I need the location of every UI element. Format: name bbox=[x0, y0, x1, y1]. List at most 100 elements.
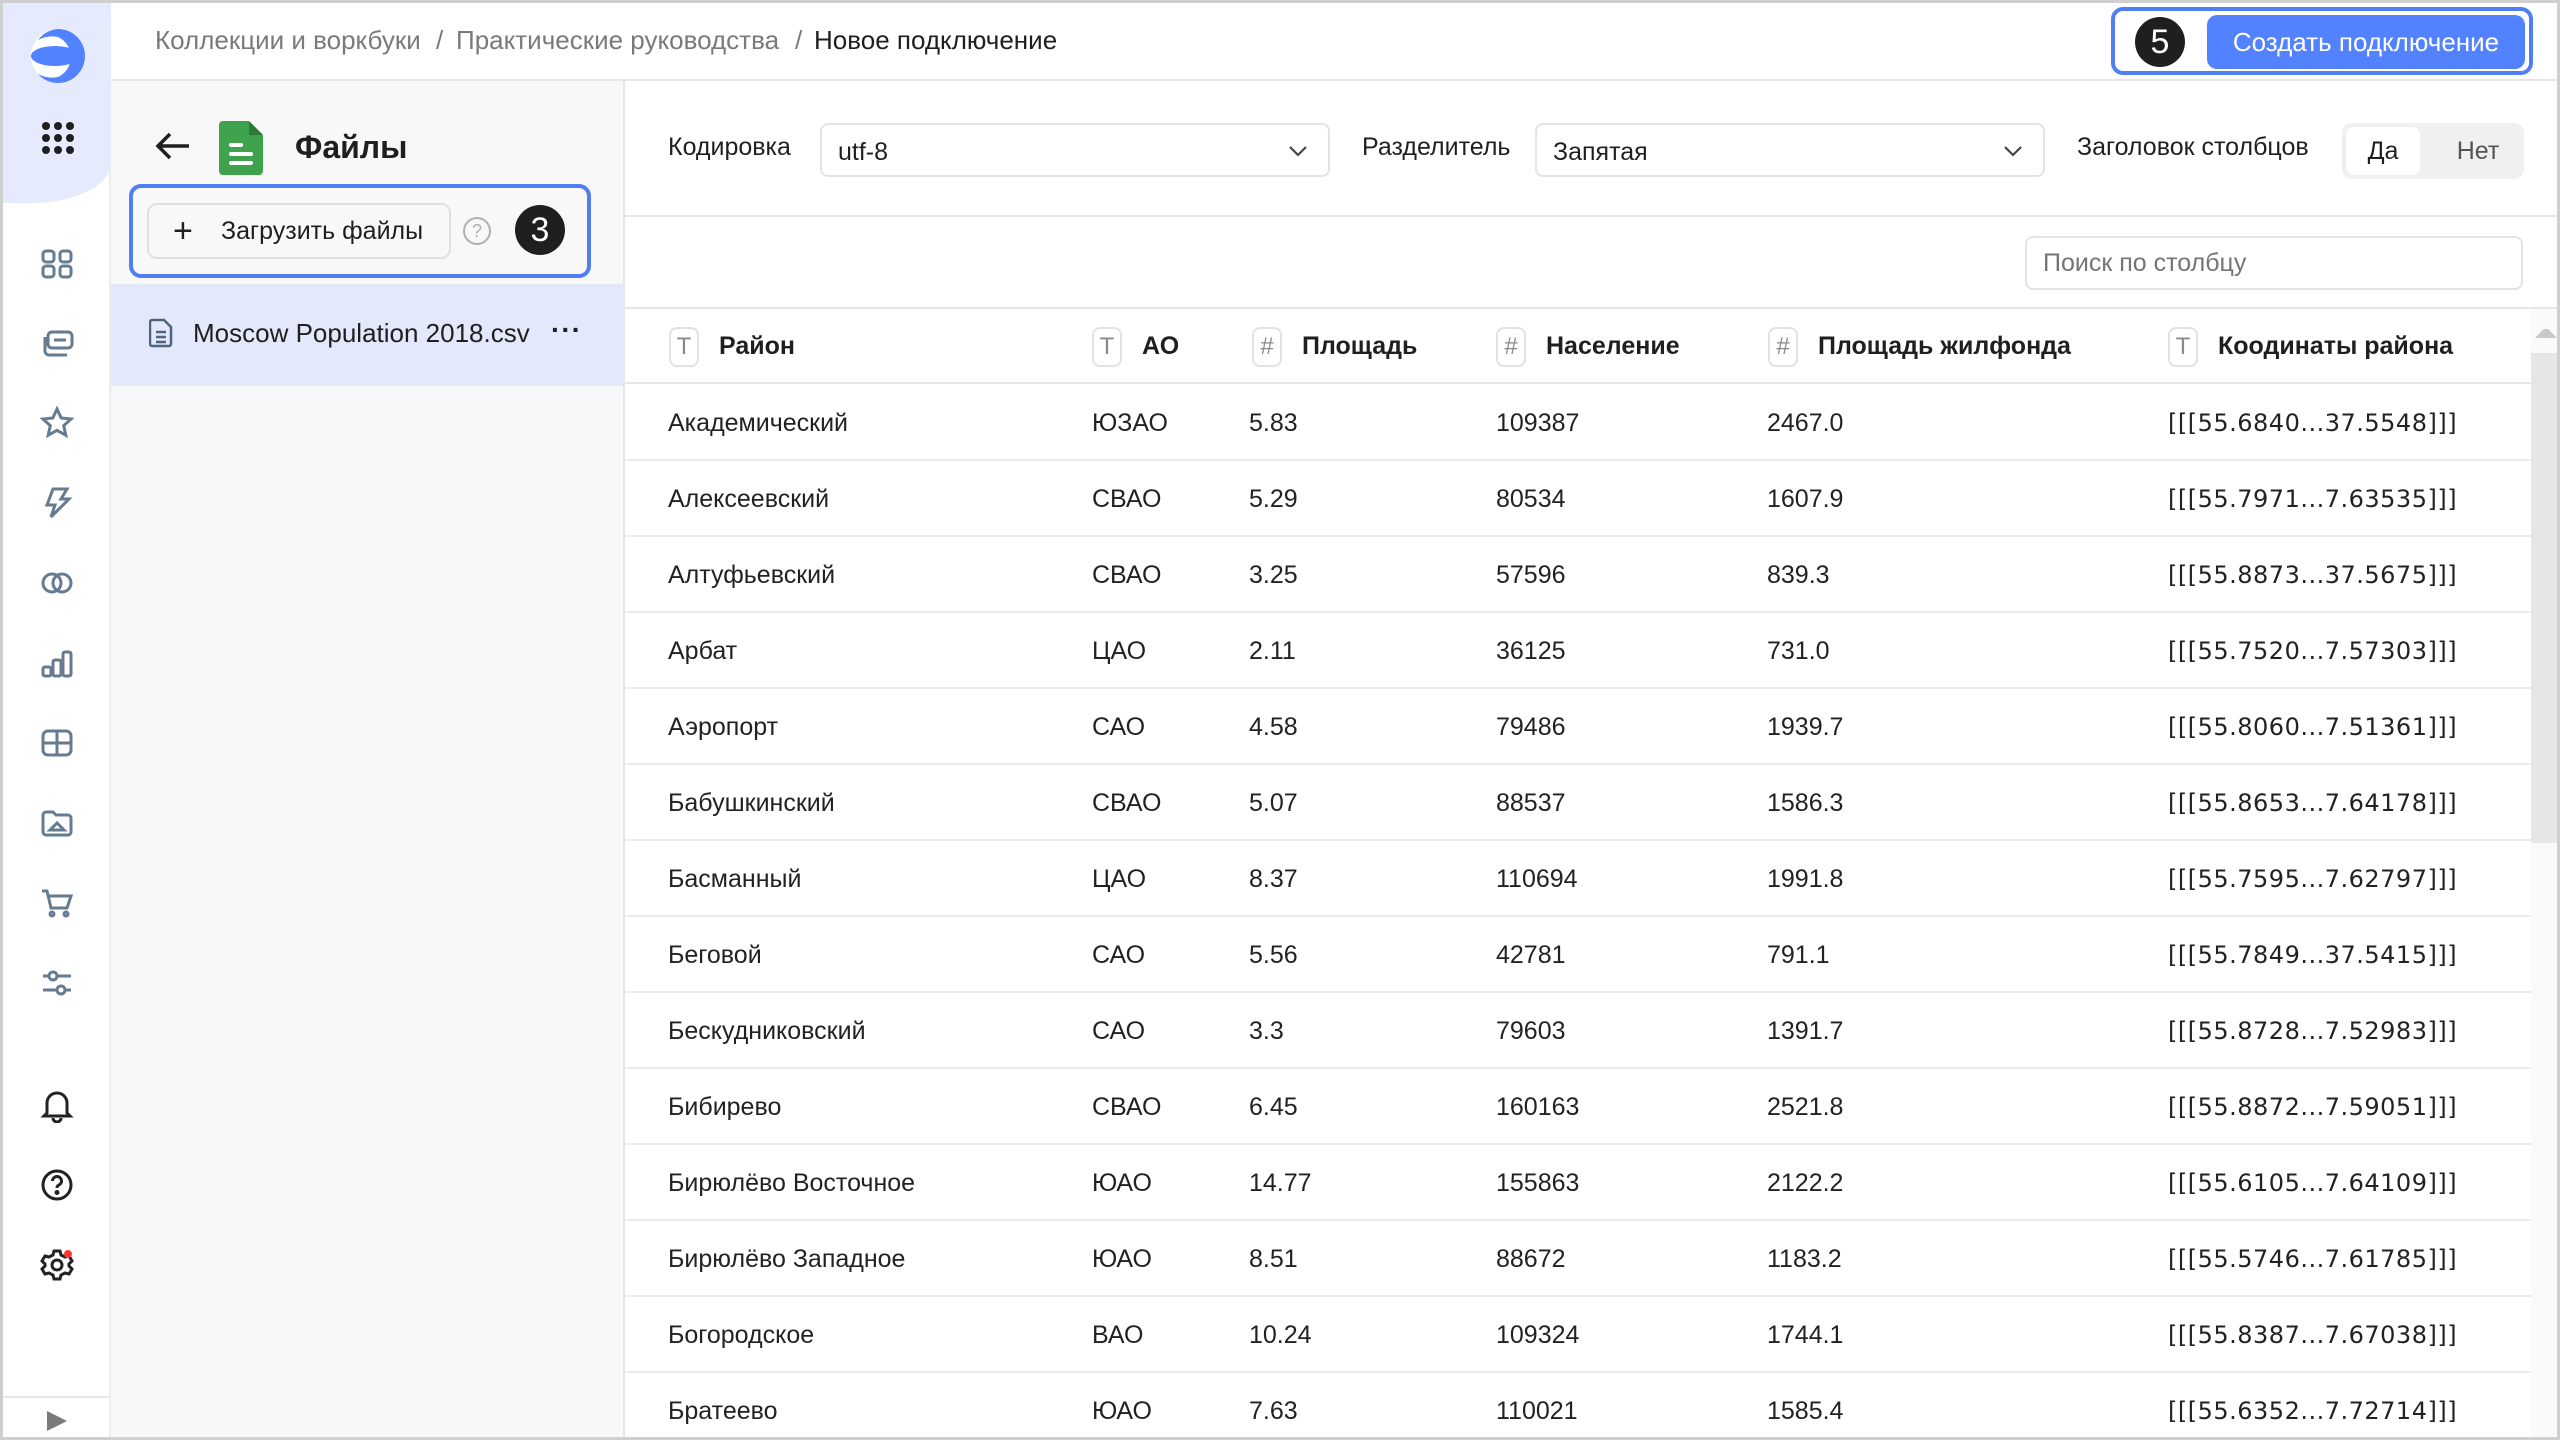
table-cell: 1991.8 bbox=[1767, 865, 1844, 893]
options-bar: Кодировка utf-8 Разделитель Запятая Заго… bbox=[625, 81, 2557, 217]
file-list-item[interactable]: Moscow Population 2018.csv ··· bbox=[111, 284, 623, 386]
table-row: Бибирево СВАО 6.45 160163 2521.8 [[[55.8872..… bbox=[625, 1069, 2531, 1145]
connections-icon[interactable] bbox=[33, 559, 81, 607]
table-cell: [[[55.8872...7.59051]]] bbox=[2168, 1093, 2458, 1121]
charts-icon[interactable] bbox=[33, 639, 81, 687]
column-header[interactable]: T Коодинаты района bbox=[2168, 309, 2453, 384]
text-type-icon[interactable]: T bbox=[1092, 326, 1122, 367]
toggle-no[interactable]: Нет bbox=[2456, 137, 2500, 165]
table-cell: 1183.2 bbox=[1767, 1245, 1842, 1273]
toggle-yes[interactable]: Да bbox=[2346, 127, 2420, 175]
more-options-icon[interactable]: ··· bbox=[551, 314, 582, 345]
expand-rail-icon[interactable] bbox=[47, 1411, 67, 1431]
table-row: Бабушкинский СВАО 5.07 88537 1586.3 [[[55.865… bbox=[625, 765, 2531, 841]
delimiter-value: Запятая bbox=[1553, 138, 1648, 166]
actions-icon[interactable] bbox=[33, 479, 81, 527]
table-header: T Район T АО # Площадь # Население # Площадь жилф… bbox=[625, 309, 2531, 384]
table-row: Басманный ЦАО 8.37 110694 1991.8 [[[55.7595..… bbox=[625, 841, 2531, 917]
upload-files-label: Загрузить файлы bbox=[221, 216, 424, 245]
table-cell: 2467.0 bbox=[1767, 409, 1844, 437]
column-header[interactable]: # Площадь жилфонда bbox=[1768, 309, 2071, 384]
panel-title: Файлы bbox=[295, 129, 408, 165]
delimiter-select[interactable]: Запятая bbox=[1535, 123, 2045, 177]
dashboards-icon[interactable] bbox=[33, 719, 81, 767]
table-cell: [[[55.8728...7.52983]]] bbox=[2168, 1017, 2458, 1045]
divider bbox=[625, 307, 2557, 309]
collections-icon[interactable] bbox=[33, 240, 81, 288]
marketplace-icon[interactable] bbox=[33, 879, 81, 927]
document-icon bbox=[148, 318, 173, 348]
table-cell: 155863 bbox=[1496, 1169, 1580, 1197]
chevron-down-icon bbox=[2004, 146, 2022, 157]
table-cell: [[[55.6352...7.72714]]] bbox=[2168, 1397, 2458, 1425]
file-name: Moscow Population 2018.csv bbox=[193, 318, 530, 348]
table-cell: Бескудниковский bbox=[668, 1017, 866, 1045]
scrollbar-thumb[interactable] bbox=[2531, 353, 2557, 843]
create-connection-button[interactable]: Создать подключение bbox=[2207, 15, 2525, 69]
table-cell: ЦАО bbox=[1092, 637, 1147, 665]
column-search-input[interactable] bbox=[2025, 236, 2523, 290]
help-circle-icon[interactable]: ? bbox=[463, 217, 491, 245]
help-icon[interactable] bbox=[33, 1161, 81, 1209]
settings-sliders-icon[interactable] bbox=[33, 959, 81, 1007]
scroll-up-icon[interactable] bbox=[2535, 329, 2557, 338]
table-cell: Бибирево bbox=[668, 1093, 782, 1121]
table-cell: 5.56 bbox=[1249, 941, 1298, 969]
breadcrumb-separator: / bbox=[795, 25, 803, 55]
notifications-icon[interactable] bbox=[33, 1081, 81, 1129]
number-type-icon[interactable]: # bbox=[1768, 326, 1798, 367]
table-cell: СВАО bbox=[1092, 789, 1162, 817]
table-cell: 109387 bbox=[1496, 409, 1580, 437]
logo-icon[interactable] bbox=[29, 27, 87, 85]
breadcrumb-item[interactable]: Практические руководства bbox=[456, 25, 780, 55]
table-cell: 8.51 bbox=[1249, 1245, 1298, 1273]
table-cell: ЮЗАО bbox=[1092, 409, 1168, 437]
encoding-value: utf-8 bbox=[838, 138, 889, 166]
number-type-icon[interactable]: # bbox=[1496, 326, 1526, 367]
table-cell: 10.24 bbox=[1249, 1321, 1312, 1349]
workbooks-icon[interactable] bbox=[33, 319, 81, 367]
table-cell: 1939.7 bbox=[1767, 713, 1844, 741]
column-header[interactable]: T Район bbox=[669, 309, 795, 384]
table-cell: [[[55.7849...37.5415]]] bbox=[2168, 941, 2458, 969]
table-cell: 5.83 bbox=[1249, 409, 1298, 437]
apps-grid-icon[interactable] bbox=[41, 121, 75, 155]
table-cell: 839.3 bbox=[1767, 561, 1830, 589]
table-cell: [[[55.8387...7.67038]]] bbox=[2168, 1321, 2458, 1349]
column-header[interactable]: T АО bbox=[1092, 309, 1179, 384]
table-cell: Алтуфьевский bbox=[668, 561, 836, 589]
text-type-icon[interactable]: T bbox=[2168, 326, 2198, 367]
table-scrollbar[interactable] bbox=[2531, 309, 2557, 1437]
table-cell: 110021 bbox=[1496, 1397, 1578, 1425]
table-cell: СВАО bbox=[1092, 561, 1162, 589]
files-panel: Файлы + Загрузить файлы ? 3 Moscow Popul… bbox=[111, 81, 625, 1437]
table-row: Алтуфьевский СВАО 3.25 57596 839.3 [[[55.8873… bbox=[625, 537, 2531, 613]
upload-files-button[interactable]: + Загрузить файлы bbox=[147, 203, 451, 259]
table-row: Богородское ВАО 10.24 109324 1744.1 [[[55.838… bbox=[625, 1297, 2531, 1373]
table-cell: Алексеевский bbox=[668, 485, 830, 513]
table-cell: 80534 bbox=[1496, 485, 1566, 513]
column-header[interactable]: # Население bbox=[1496, 309, 1680, 384]
table-cell: 3.25 bbox=[1249, 561, 1298, 589]
settings-icon[interactable] bbox=[33, 1241, 81, 1289]
encoding-select[interactable]: utf-8 bbox=[820, 123, 1330, 177]
breadcrumb-item[interactable]: Коллекции и воркбуки bbox=[155, 25, 421, 55]
table-cell: 36125 bbox=[1496, 637, 1566, 665]
table-cell: ЮАО bbox=[1092, 1397, 1152, 1425]
breadcrumb-current: Новое подключение bbox=[814, 25, 1058, 55]
header: Коллекции и воркбуки / Практические руко… bbox=[111, 3, 2557, 81]
text-type-icon[interactable]: T bbox=[669, 326, 699, 367]
table-cell: 79603 bbox=[1496, 1017, 1566, 1045]
favorites-icon[interactable] bbox=[33, 399, 81, 447]
plus-icon: + bbox=[173, 212, 193, 250]
table-cell: САО bbox=[1092, 1017, 1146, 1045]
back-arrow-icon[interactable] bbox=[155, 131, 191, 161]
table-cell: Бирюлёво Западное bbox=[668, 1245, 906, 1273]
column-header[interactable]: # Площадь bbox=[1252, 309, 1417, 384]
table-cell: 88537 bbox=[1496, 789, 1566, 817]
table-cell: ЮАО bbox=[1092, 1169, 1152, 1197]
number-type-icon[interactable]: # bbox=[1252, 326, 1282, 367]
table-cell: САО bbox=[1092, 713, 1146, 741]
table-cell: ВАО bbox=[1092, 1321, 1144, 1349]
datasets-icon[interactable] bbox=[33, 799, 81, 847]
